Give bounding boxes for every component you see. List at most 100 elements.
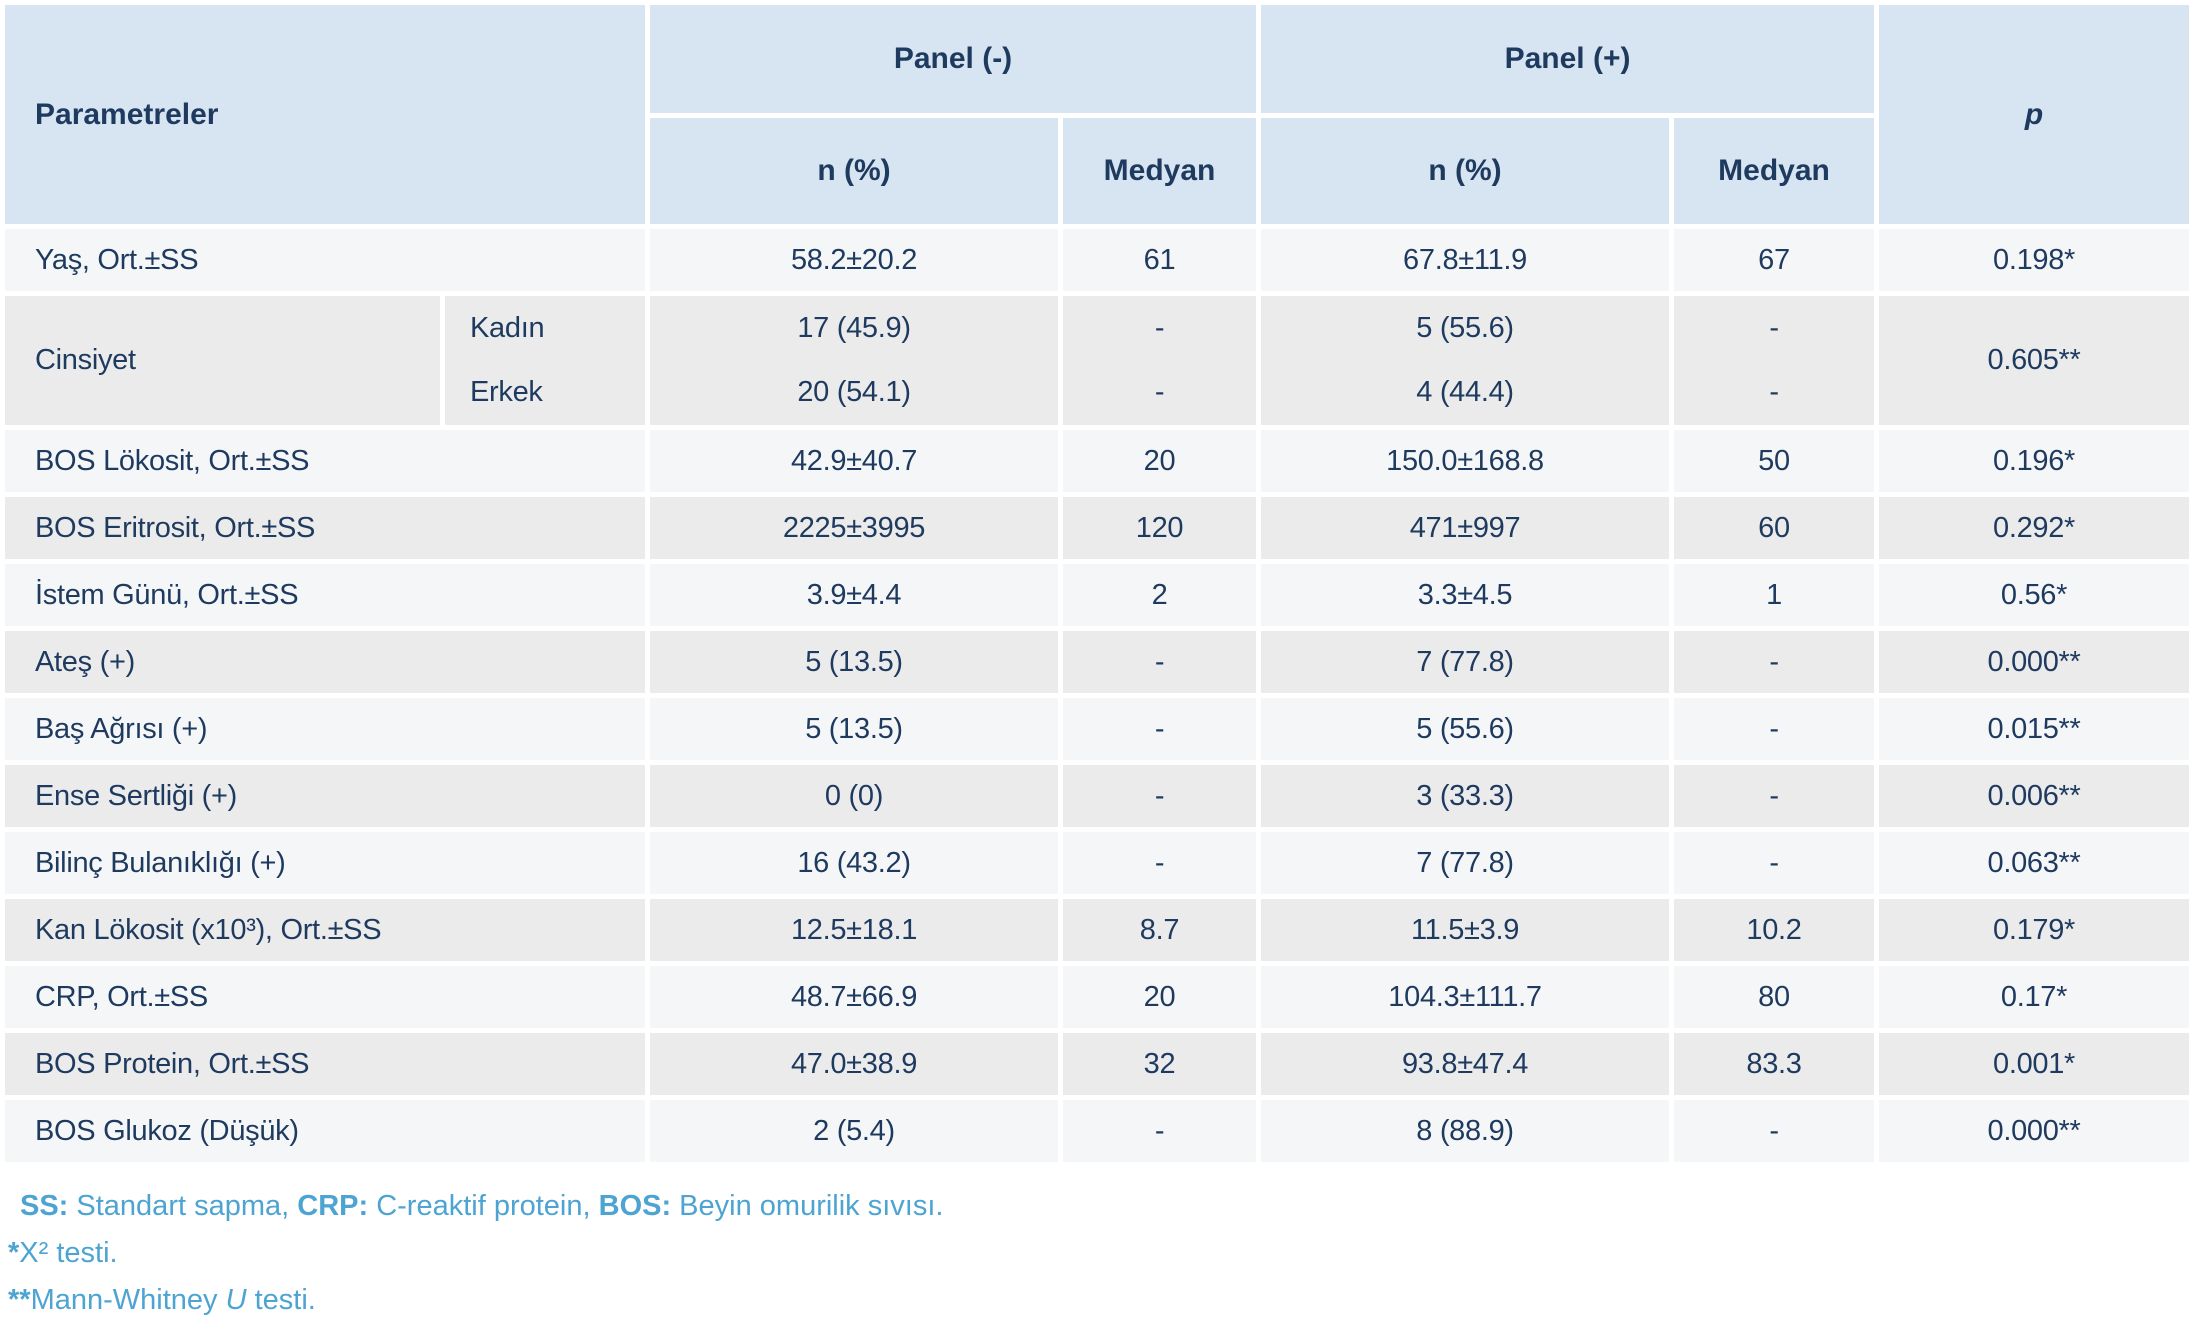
header-row-sub: n (%) Medyan n (%) Medyan (5, 118, 2189, 224)
p-value-cell: 0.605** (1879, 296, 2190, 425)
footnote-segment: BOS: (598, 1190, 672, 1222)
medyan-minus-cell: 20 (1063, 966, 1257, 1028)
subparam-cell: Kadın Erkek (445, 296, 645, 425)
column-header-panel-plus: Panel (+) (1261, 5, 1875, 113)
table-header: Parametreler Panel (-) Panel (+) p n (%)… (5, 5, 2190, 224)
medyan-minus-cell: - (1063, 698, 1257, 760)
stacked-value: 20 (54.1) (797, 376, 911, 409)
table-body: Yaş, Ort.±SS 58.2±20.2 61 67.8±11.9 67 0.198*… (5, 229, 2190, 1162)
n-pct-plus-cell: 7 (77.8) (1261, 631, 1670, 693)
medyan-plus-cell: 50 (1674, 430, 1875, 492)
column-header-n-pct-minus: n (%) (650, 118, 1058, 224)
stacked-value: - (1769, 376, 1779, 409)
p-value-cell: 0.000** (1879, 631, 2190, 693)
n-pct-plus-cell: 471±997 (1261, 497, 1670, 559)
param-cell: Ateş (+) (5, 631, 645, 693)
n-pct-minus-cell: 5 (13.5) (650, 698, 1058, 760)
p-value-cell: 0.196* (1879, 430, 2190, 492)
stacked-value: 5 (55.6) (1416, 311, 1514, 344)
n-pct-plus-cell: 7 (77.8) (1261, 832, 1670, 894)
medyan-plus-cell: 67 (1674, 229, 1875, 291)
param-cell: Cinsiyet (5, 296, 440, 425)
stacked-values: 17 (45.9) 20 (54.1) (650, 296, 1058, 425)
footnote-line: **Mann-Whitney U testi. (8, 1277, 2194, 1324)
param-cell: Baş Ağrısı (+) (5, 698, 645, 760)
medyan-minus-cell: 32 (1063, 1033, 1257, 1095)
p-value-cell: 0.179* (1879, 899, 2190, 961)
medyan-minus-cell: -- (1063, 296, 1257, 425)
medyan-minus-cell: 2 (1063, 564, 1257, 626)
n-pct-plus-cell: 5 (55.6) 4 (44.4) (1261, 296, 1670, 425)
table-row: BOS Eritrosit, Ort.±SS 2225±3995 120 471±99… (5, 497, 2190, 559)
param-cell: Yaş, Ort.±SS (5, 229, 645, 291)
param-cell: BOS Lökosit, Ort.±SS (5, 430, 645, 492)
medyan-plus-cell: - (1674, 698, 1875, 760)
column-header-medyan-plus: Medyan (1674, 118, 1875, 224)
n-pct-minus-cell: 16 (43.2) (650, 832, 1058, 894)
p-value-cell: 0.17* (1879, 966, 2190, 1028)
p-value-cell: 0.000** (1879, 1100, 2190, 1162)
table-row: Yaş, Ort.±SS 58.2±20.2 61 67.8±11.9 67 0.198* (5, 229, 2190, 291)
table-row: BOS Glukoz (Düşük) 2 (5.4) -8 (88.9) -0.000… (5, 1100, 2190, 1162)
table-row: İstem Günü, Ort.±SS 3.9±4.4 2 3.3±4.5 1 0.56* (5, 564, 2190, 626)
table-row: BOS Protein, Ort.±SS 47.0±38.9 32 93.8±47.4… (5, 1033, 2190, 1095)
subparam-value: Kadın (470, 311, 545, 344)
table-row: Cinsiyet Kadın Erkek 17 (45.9) 20 (54.1) - -5 … (5, 296, 2190, 425)
subparam-value: Erkek (470, 376, 543, 409)
footnote-line: *X² testi. (8, 1230, 2194, 1277)
table-row: Ateş (+) 5 (13.5) -7 (77.8) -0.000** (5, 631, 2190, 693)
footnote-segment: * (8, 1237, 20, 1269)
column-header-parametreler: Parametreler (5, 5, 645, 224)
medyan-plus-cell: - (1674, 832, 1875, 894)
footnote-segment: testi. (246, 1284, 316, 1316)
n-pct-minus-cell: 12.5±18.1 (650, 899, 1058, 961)
table-row: Bilinç Bulanıklığı (+) 16 (43.2) -7 (77.8)… (5, 832, 2190, 894)
medyan-minus-cell: 20 (1063, 430, 1257, 492)
footnote-segment: CRP: (297, 1190, 369, 1222)
medyan-plus-cell: 1 (1674, 564, 1875, 626)
n-pct-plus-cell: 67.8±11.9 (1261, 229, 1670, 291)
p-value-cell: 0.56* (1879, 564, 2190, 626)
param-cell: BOS Protein, Ort.±SS (5, 1033, 645, 1095)
footnote-segment: C-reaktif protein, (368, 1190, 599, 1222)
table-row: Kan Lökosit (x10³), Ort.±SS 12.5±18.1 8.7 1… (5, 899, 2190, 961)
table-row: BOS Lökosit, Ort.±SS 42.9±40.7 20 150.0±168… (5, 430, 2190, 492)
medyan-minus-cell: 120 (1063, 497, 1257, 559)
footnote-segment: U (225, 1284, 247, 1316)
footnote-segment: ** (8, 1284, 31, 1316)
n-pct-minus-cell: 0 (0) (650, 765, 1058, 827)
medyan-plus-cell: 80 (1674, 966, 1875, 1028)
medyan-plus-cell: 83.3 (1674, 1033, 1875, 1095)
n-pct-plus-cell: 150.0±168.8 (1261, 430, 1670, 492)
medyan-plus-cell: 60 (1674, 497, 1875, 559)
n-pct-minus-cell: 5 (13.5) (650, 631, 1058, 693)
stacked-values: Kadın Erkek (470, 296, 645, 425)
footnote-segment: Standart sapma, (68, 1190, 298, 1222)
n-pct-plus-cell: 8 (88.9) (1261, 1100, 1670, 1162)
medyan-minus-cell: - (1063, 765, 1257, 827)
p-value-cell: 0.292* (1879, 497, 2190, 559)
header-row-groups: Parametreler Panel (-) Panel (+) p (5, 5, 2190, 224)
stacked-values: -- (1674, 296, 1874, 425)
n-pct-minus-cell: 47.0±38.9 (650, 1033, 1058, 1095)
footnote-segment: SS: (20, 1190, 69, 1222)
n-pct-plus-cell: 5 (55.6) (1261, 698, 1670, 760)
table-row: Ense Sertliği (+) 0 (0) -3 (33.3) -0.006** (5, 765, 2190, 827)
medyan-plus-cell: - (1674, 765, 1875, 827)
n-pct-plus-cell: 93.8±47.4 (1261, 1033, 1670, 1095)
p-value-cell: 0.006** (1879, 765, 2190, 827)
param-cell: Bilinç Bulanıklığı (+) (5, 832, 645, 894)
n-pct-minus-cell: 2 (5.4) (650, 1100, 1058, 1162)
medyan-minus-cell: 61 (1063, 229, 1257, 291)
p-value-cell: 0.015** (1879, 698, 2190, 760)
n-pct-minus-cell: 42.9±40.7 (650, 430, 1058, 492)
stacked-values: 5 (55.6) 4 (44.4) (1261, 296, 1669, 425)
footnote-line: SS: Standart sapma, CRP: C-reaktif prote… (8, 1183, 2194, 1230)
n-pct-plus-cell: 3 (33.3) (1261, 765, 1670, 827)
param-cell: BOS Glukoz (Düşük) (5, 1100, 645, 1162)
stacked-value: 17 (45.9) (797, 311, 911, 344)
medyan-minus-cell: - (1063, 832, 1257, 894)
stacked-values: -- (1063, 296, 1256, 425)
stacked-value: - (1154, 311, 1165, 344)
footnotes: SS: Standart sapma, CRP: C-reaktif prote… (0, 1183, 2194, 1324)
